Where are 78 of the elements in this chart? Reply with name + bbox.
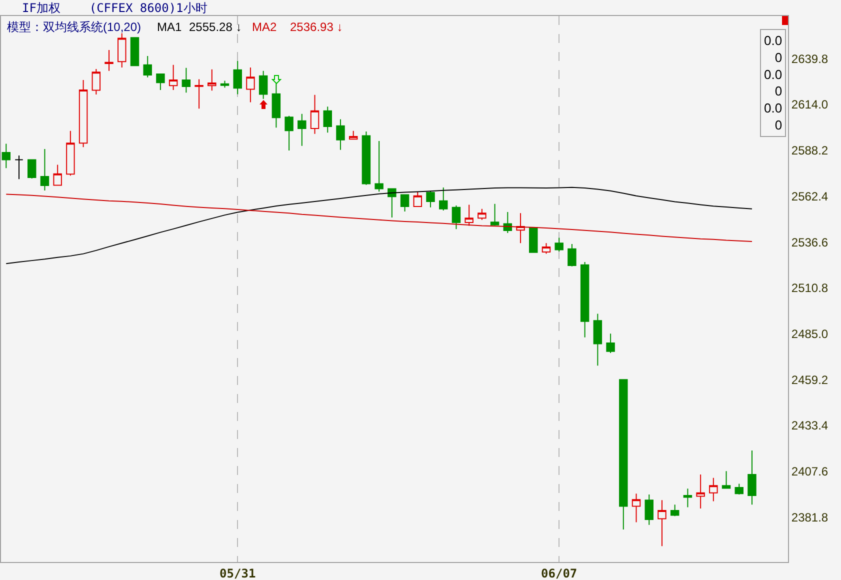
candlestick <box>348 130 358 140</box>
candlestick <box>40 148 50 192</box>
candlestick <box>568 244 576 267</box>
candlestick <box>529 227 538 253</box>
chart-title: IF加权 (CFFEX 8600)1小时 <box>22 1 208 16</box>
candlestick <box>722 470 731 490</box>
candlestick <box>258 70 268 100</box>
candlestick <box>14 155 24 180</box>
candlestick <box>670 504 680 517</box>
line-series <box>6 194 752 242</box>
candlestick <box>53 164 62 186</box>
candlestick <box>452 204 461 230</box>
y-tick-label: 2614.0 <box>791 98 828 112</box>
candlestick <box>310 94 320 134</box>
candlestick <box>439 187 448 211</box>
y-tick-label: 2510.8 <box>791 281 828 296</box>
annotation: 2555.28 ↓ <box>189 20 242 34</box>
y-tick-label: 2433.4 <box>791 418 828 433</box>
candlestick <box>542 242 551 254</box>
candlestick <box>388 188 396 218</box>
candlestick <box>683 488 692 508</box>
candlestick <box>246 67 255 103</box>
y-tick-label: 2407.6 <box>791 464 828 479</box>
candlestick <box>220 80 230 88</box>
candlestick <box>709 477 718 502</box>
candlestick <box>118 32 126 68</box>
candlestick <box>233 60 242 95</box>
candlestick <box>208 68 216 92</box>
candlestick <box>298 113 306 146</box>
candlestick <box>644 494 654 526</box>
candlestick <box>168 64 178 90</box>
candlestick <box>92 68 101 96</box>
candlestick <box>478 208 486 220</box>
candlestick <box>658 500 666 547</box>
candlestick <box>284 115 294 152</box>
candlestick <box>156 73 165 90</box>
candlestick <box>194 78 204 110</box>
y-tick-label: 2639.8 <box>791 52 828 66</box>
chart-subtitle: 模型：双均线系统(10,20) <box>7 20 142 34</box>
candlestick <box>606 333 615 354</box>
candlestick <box>696 474 705 509</box>
y-tick-label: 2536.6 <box>791 235 828 250</box>
candlestick <box>27 159 36 179</box>
x-tick-label: 06/07 <box>541 566 578 580</box>
line-series <box>6 186 752 264</box>
candlestick <box>2 143 11 169</box>
candlestick <box>130 37 140 66</box>
candlestick <box>323 106 332 134</box>
text: MA2 <box>252 20 277 34</box>
candlestick <box>554 237 564 252</box>
candlestick <box>400 194 410 212</box>
candlestick <box>464 204 474 226</box>
candlestick <box>580 261 590 338</box>
y-tick-label: 2381.8 <box>791 510 828 524</box>
candlestick <box>78 79 88 148</box>
candlestick <box>66 130 75 176</box>
candlestick <box>362 131 371 186</box>
y-tick-label: 2562.4 <box>791 189 828 204</box>
candlestick <box>104 49 114 72</box>
candlestick <box>374 140 384 192</box>
candlestick <box>143 55 152 78</box>
candlestick <box>182 67 191 94</box>
text: MA1 <box>157 20 182 34</box>
candlestick <box>336 118 345 150</box>
annotation: 2536.93 ↓ <box>290 20 343 34</box>
candlestick <box>632 493 641 523</box>
text: 0.0 0 0.0 0 0.0 0 <box>764 33 782 132</box>
candlestick <box>748 450 756 506</box>
candlestick <box>413 191 422 208</box>
candlestick <box>734 483 744 495</box>
y-tick-label: 2459.2 <box>791 372 828 387</box>
candlestick <box>593 313 602 366</box>
candlestick <box>619 379 628 530</box>
x-tick-label: 05/31 <box>220 566 256 580</box>
candlestick <box>490 203 500 226</box>
y-tick-label: 2485.0 <box>791 326 828 341</box>
candlestick <box>426 190 435 208</box>
y-tick-label: 2588.2 <box>791 144 828 158</box>
